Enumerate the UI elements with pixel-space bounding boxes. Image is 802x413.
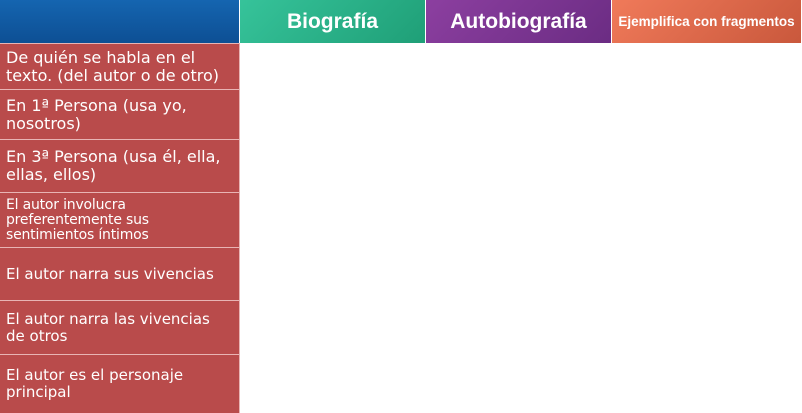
row-label-text: El autor narra las vivencias de otros [6, 309, 210, 345]
header-ejemplifica: Ejemplifica con fragmentos [612, 0, 802, 43]
header-blank-cell [0, 0, 240, 43]
row-label-text: En 3ª Persona (usa él, ella, ellas, ello… [6, 147, 221, 184]
row-label-text: En 1ª Persona (usa yo, nosotros) [6, 95, 187, 133]
row-label-text: De quién se habla en el texto. (del auto… [6, 47, 219, 85]
row-label-de-quien: De quién se habla en el texto. (del auto… [0, 43, 240, 89]
header-autobiografia: Autobiografía [426, 0, 612, 43]
row-label-sus-vivencias: El autor narra sus vivencias [0, 247, 240, 300]
row-label-text: El autor narra sus vivencias [6, 264, 214, 283]
row-label-text: El autor es el personaje principal [6, 366, 184, 401]
row-label-sentimientos: El autor involucra preferentemente sus s… [0, 192, 240, 247]
row-label-tercera-persona: En 3ª Persona (usa él, ella, ellas, ello… [0, 139, 240, 192]
row-label-primera-persona: En 1ª Persona (usa yo, nosotros) [0, 89, 240, 139]
row-label-text: El autor involucra preferentemente sus s… [6, 196, 149, 243]
header-biografia: Biografía [240, 0, 426, 43]
row-label-personaje-principal: El autor es el personaje principal [0, 354, 240, 413]
row-label-vivencias-otros: El autor narra las vivencias de otros [0, 300, 240, 354]
